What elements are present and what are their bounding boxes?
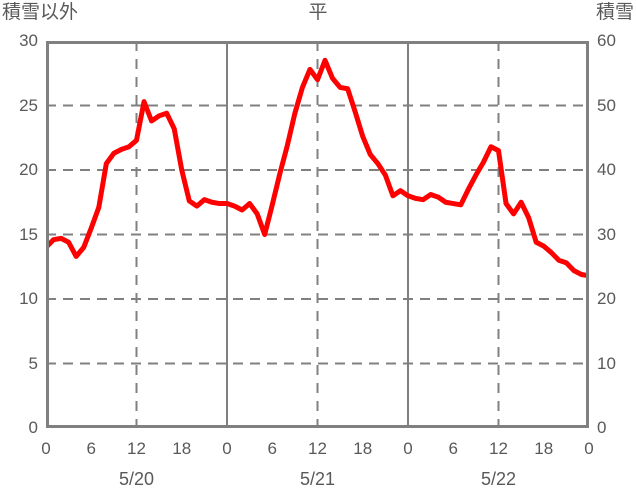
- x-axis-tick-label: 0: [222, 439, 232, 458]
- left-axis-tick-label: 0: [28, 418, 38, 437]
- x-axis-tick-label: 18: [172, 439, 192, 458]
- right-axis-title: 積雪: [595, 2, 634, 23]
- left-axis-tick-label: 30: [19, 31, 38, 50]
- data-series-lines: [46, 57, 589, 428]
- x-axis-tick-label: 18: [353, 439, 373, 458]
- right-axis-tick-label: 0: [597, 418, 607, 437]
- series-line-non-snow: [46, 57, 589, 279]
- x-axis-tick-label: 0: [41, 439, 51, 458]
- right-axis-tick-label: 10: [597, 353, 616, 373]
- right-axis-tick-label: 20: [597, 289, 616, 308]
- x-axis-tick-label: 18: [534, 439, 554, 458]
- day-divider-lines: [226, 41, 409, 428]
- left-axis-tick-label: 10: [19, 289, 38, 308]
- x-axis-day-label: 5/21: [299, 469, 336, 489]
- left-axis-tick-label: 20: [19, 160, 38, 179]
- x-axis-tick-label: 12: [308, 439, 327, 458]
- plot-area: [46, 41, 589, 428]
- right-axis-tick-label: 60: [597, 31, 616, 50]
- x-axis-tick-label: 0: [584, 439, 594, 458]
- left-axis-tick-label: 5: [28, 353, 38, 373]
- right-axis-tick-label: 30: [597, 224, 616, 244]
- x-axis-tick-label: 6: [448, 439, 458, 458]
- x-axis-tick-label: 12: [489, 439, 508, 458]
- x-axis-tick-label: 0: [403, 439, 413, 458]
- x-axis-tick-label: 12: [127, 439, 146, 458]
- chart-title: 平: [308, 2, 328, 23]
- right-axis-tick-label: 40: [597, 160, 616, 179]
- plot-svg: [46, 41, 589, 428]
- x-axis-tick-label: 6: [86, 439, 96, 458]
- left-axis-tick-label: 15: [19, 224, 38, 244]
- x-axis-day-label: 5/22: [480, 469, 517, 489]
- left-axis-title: 積雪以外: [2, 2, 79, 23]
- right-axis-tick-label: 50: [597, 95, 616, 115]
- x-axis-day-label: 5/20: [118, 469, 155, 489]
- x-axis-tick-label: 6: [267, 439, 277, 458]
- left-axis-tick-label: 25: [19, 95, 38, 115]
